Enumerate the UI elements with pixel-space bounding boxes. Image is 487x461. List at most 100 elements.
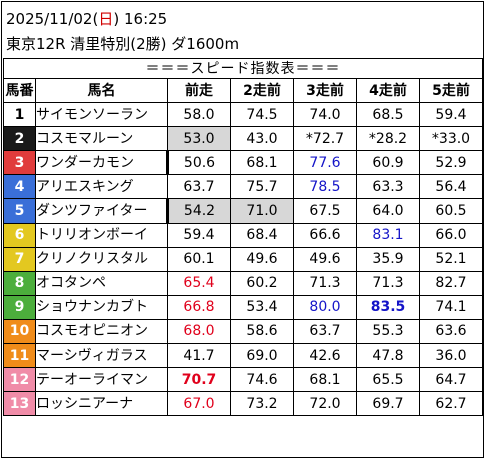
speed-index-value: 74.0 [293, 102, 357, 128]
speed-index-value: 60.1 [167, 246, 231, 272]
horse-name: サイモンソーラン [35, 102, 168, 128]
speed-index-value: 70.7 [167, 367, 231, 393]
speed-index-value: 58.6 [230, 318, 294, 345]
speed-index-value: 63.3 [356, 174, 420, 200]
horse-number-badge: 4 [3, 174, 36, 200]
horse-number-badge: 5 [3, 198, 36, 224]
horse-number-badge: 8 [3, 270, 36, 296]
horse-number-badge: 9 [3, 294, 36, 320]
table-row: 10 コスモオピニオン 68.0 58.6 63.7 55.3 63.6 [3, 318, 483, 345]
horse-name: テーオーライマン [35, 367, 168, 393]
horse-number-badge: 6 [3, 222, 36, 248]
horse-number-badge: 13 [3, 391, 36, 417]
speed-index-value: 59.4 [419, 102, 483, 128]
horse-name: アリエスキング [35, 174, 168, 200]
horse-name: ダンツファイター [35, 198, 168, 224]
speed-index-value: 63.7 [167, 174, 231, 200]
speed-index-value: 42.6 [293, 343, 357, 369]
speed-index-value: 69.7 [356, 391, 420, 417]
speed-index-value: 80.0 [293, 294, 357, 320]
table-title: ＝＝＝スピード指数表＝＝＝ [3, 58, 483, 79]
race-date: 2025/11/02 [6, 10, 93, 28]
column-header: 馬名 [35, 77, 168, 104]
table-row: 8 オコタンペ 65.4 60.2 71.3 71.3 82.7 [3, 270, 483, 296]
table-row: 9 ショウナンカブト 66.8 53.4 80.0 83.5 74.1 [3, 294, 483, 320]
horse-name: トリリオンボーイ [35, 222, 168, 248]
horse-number-badge: 11 [3, 343, 36, 369]
speed-index-value: 68.4 [230, 222, 294, 248]
speed-index-value: 58.0 [167, 102, 231, 128]
speed-index-value: *28.2 [356, 126, 420, 152]
speed-index-value: 71.0 [230, 198, 294, 224]
speed-index-value: 74.1 [419, 294, 483, 320]
speed-index-value: 43.0 [230, 126, 294, 152]
table-row: 1 サイモンソーラン 58.0 74.5 74.0 68.5 59.4 [3, 102, 483, 128]
speed-index-value: 41.7 [167, 343, 231, 369]
table-row: 6 トリリオンボーイ 59.4 68.4 66.6 83.1 66.0 [3, 222, 483, 248]
race-datetime: 2025/11/02(日) 16:25 [6, 10, 168, 28]
speed-index-value: 63.7 [293, 318, 357, 345]
speed-index-value: 67.5 [293, 198, 357, 224]
horse-number-badge: 2 [3, 126, 36, 152]
horse-number-badge: 7 [3, 246, 36, 272]
speed-index-value: 60.2 [230, 270, 294, 296]
table-row: 3 ワンダーカモン 50.6 68.1 77.6 60.9 52.9 [3, 150, 483, 176]
table-row: 4 アリエスキング 63.7 75.7 78.5 63.3 56.4 [3, 174, 483, 200]
race-day-of-week: 日 [98, 10, 114, 28]
speed-index-value: 66.0 [419, 222, 483, 248]
speed-index-value: 49.6 [293, 246, 357, 272]
column-header: 5走前 [419, 77, 483, 104]
table-row: 7 クリノクリスタル 60.1 49.6 49.6 35.9 52.1 [3, 246, 483, 272]
speed-index-value: 71.3 [293, 270, 357, 296]
horse-name: コスモオピニオン [35, 318, 168, 345]
speed-index-value: 67.0 [167, 391, 231, 417]
speed-index-value: 56.4 [419, 174, 483, 200]
speed-index-value: 68.5 [356, 102, 420, 128]
horse-name: コスモマルーン [35, 126, 168, 152]
speed-index-value: 64.7 [419, 367, 483, 393]
speed-index-value: 52.1 [419, 246, 483, 272]
horse-name: オコタンペ [35, 270, 168, 296]
speed-index-value: 71.3 [356, 270, 420, 296]
speed-index-value: 53.0 [167, 126, 231, 152]
horse-name: マーシヴィガラス [35, 343, 168, 369]
table-row: 13 ロッシニアーナ 67.0 73.2 72.0 69.7 62.7 [3, 391, 483, 417]
column-header: 2走前 [230, 77, 294, 104]
horse-number-badge: 1 [3, 102, 36, 128]
speed-index-value: 68.1 [293, 367, 357, 393]
horse-name: クリノクリスタル [35, 246, 168, 272]
speed-index-value: 65.4 [167, 270, 231, 296]
speed-index-value: 63.6 [419, 318, 483, 345]
speed-index-value: *33.0 [419, 126, 483, 152]
speed-index-value: 72.0 [293, 391, 357, 417]
speed-index-value: 64.0 [356, 198, 420, 224]
speed-index-value: 82.7 [419, 270, 483, 296]
speed-index-value: 74.6 [230, 367, 294, 393]
speed-index-value: 47.8 [356, 343, 420, 369]
speed-index-value: 36.0 [419, 343, 483, 369]
speed-index-table: ＝＝＝スピード指数表＝＝＝ 馬番 馬名 前走 2走前 3走前 4走前 5走前 1… [3, 58, 483, 417]
speed-index-value: 75.7 [230, 174, 294, 200]
speed-index-value: 49.6 [230, 246, 294, 272]
speed-index-value: 52.9 [419, 150, 483, 176]
table-row: 11 マーシヴィガラス 41.7 69.0 42.6 47.8 36.0 [3, 343, 483, 369]
column-header: 前走 [167, 77, 231, 104]
table-header-row: 馬番 馬名 前走 2走前 3走前 4走前 5走前 [3, 77, 483, 104]
speed-index-value: 66.8 [167, 294, 231, 320]
speed-index-value: 83.1 [356, 222, 420, 248]
speed-index-value: 66.6 [293, 222, 357, 248]
speed-index-value: 78.5 [293, 174, 357, 200]
speed-index-value: 55.3 [356, 318, 420, 345]
speed-index-value: 54.2 [166, 198, 231, 224]
speed-index-value: 68.0 [167, 318, 231, 345]
speed-index-value: 59.4 [167, 222, 231, 248]
speed-index-value: 68.1 [230, 150, 294, 176]
speed-index-value: 60.5 [419, 198, 483, 224]
horse-name: ワンダーカモン [35, 150, 168, 176]
speed-index-value: 77.6 [293, 150, 357, 176]
speed-index-value: 60.9 [356, 150, 420, 176]
race-info: 東京12R 清里特別(2勝) ダ1600m [6, 35, 240, 53]
table-row: 2 コスモマルーン 53.0 43.0 *72.7 *28.2 *33.0 [3, 126, 483, 152]
speed-index-value: 62.7 [419, 391, 483, 417]
speed-index-value: 83.5 [356, 294, 420, 320]
